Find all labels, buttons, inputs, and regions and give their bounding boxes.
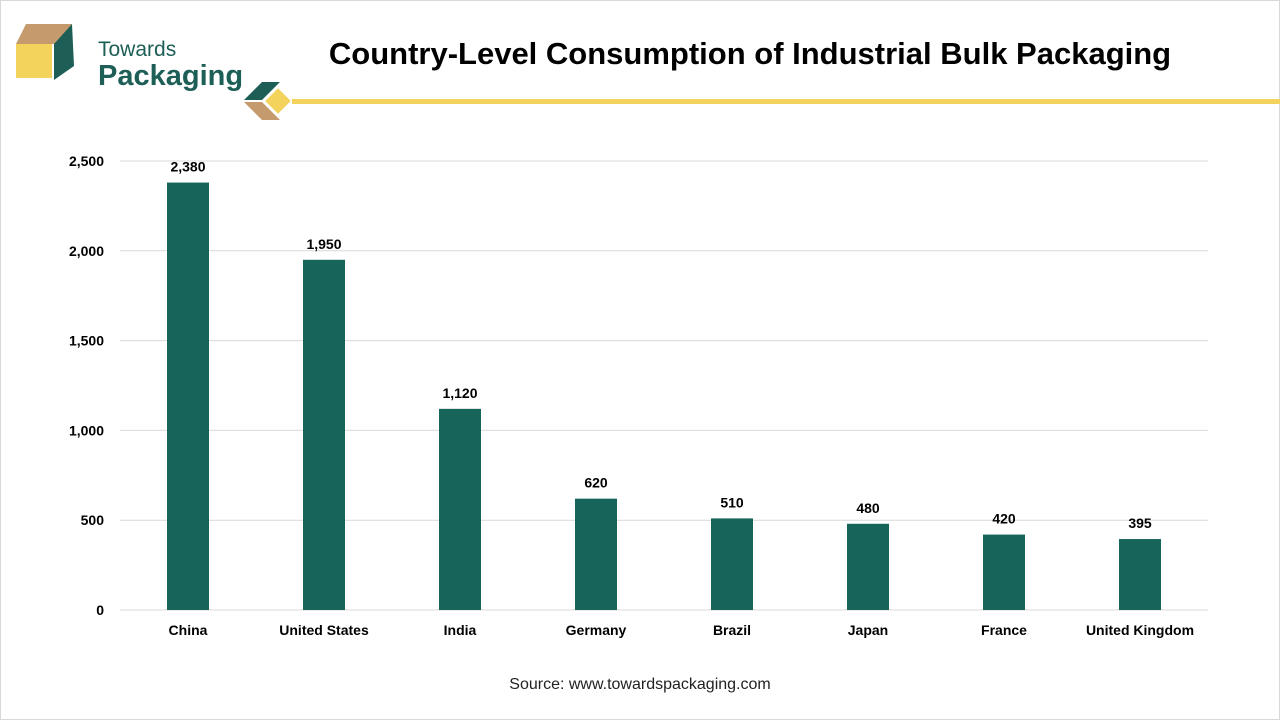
bar — [983, 534, 1025, 610]
bar — [711, 518, 753, 610]
data-label: 2,380 — [170, 159, 205, 175]
deco-tan-chevron — [244, 102, 280, 120]
y-tick-label: 500 — [81, 512, 105, 528]
bar — [439, 408, 481, 610]
bar — [847, 523, 889, 610]
brand-logo: Towards Packaging — [14, 18, 244, 92]
bar — [1119, 539, 1161, 610]
y-tick-label: 0 — [96, 602, 104, 618]
data-label: 1,120 — [442, 385, 477, 401]
bar — [303, 259, 345, 610]
x-tick-label: United Kingdom — [1086, 622, 1194, 638]
x-tick-label: India — [444, 622, 477, 638]
bar — [575, 498, 617, 610]
bar — [167, 182, 209, 610]
data-label: 395 — [1128, 515, 1152, 531]
package-box-icon — [16, 24, 74, 80]
x-tick-label: Germany — [566, 622, 627, 638]
data-label: 420 — [992, 511, 1016, 527]
data-label: 510 — [720, 494, 744, 510]
x-tick-label: Brazil — [713, 622, 751, 638]
x-tick-label: Japan — [848, 622, 888, 638]
y-tick-label: 1,000 — [69, 422, 104, 438]
y-tick-label: 2,500 — [69, 153, 104, 169]
brand-name-line1: Towards — [98, 38, 177, 61]
deco-green-chevron — [244, 82, 280, 100]
data-label: 1,950 — [306, 236, 341, 252]
source-note: Source: www.towardspackaging.com — [509, 676, 771, 693]
data-label: 480 — [856, 500, 880, 516]
title-underline-decoration — [244, 82, 1280, 120]
chart-title: Country-Level Consumption of Industrial … — [328, 36, 1172, 71]
y-tick-label: 2,000 — [69, 243, 104, 259]
x-tick-label: France — [981, 622, 1027, 638]
brand-name-line2: Packaging — [98, 60, 244, 92]
deco-yellow-diamond — [262, 85, 294, 117]
x-tick-label: United States — [279, 622, 369, 638]
deco-yellow-line — [292, 99, 1280, 104]
x-tick-label: China — [169, 622, 208, 638]
data-label: 620 — [584, 475, 608, 491]
y-tick-label: 1,500 — [69, 333, 104, 349]
